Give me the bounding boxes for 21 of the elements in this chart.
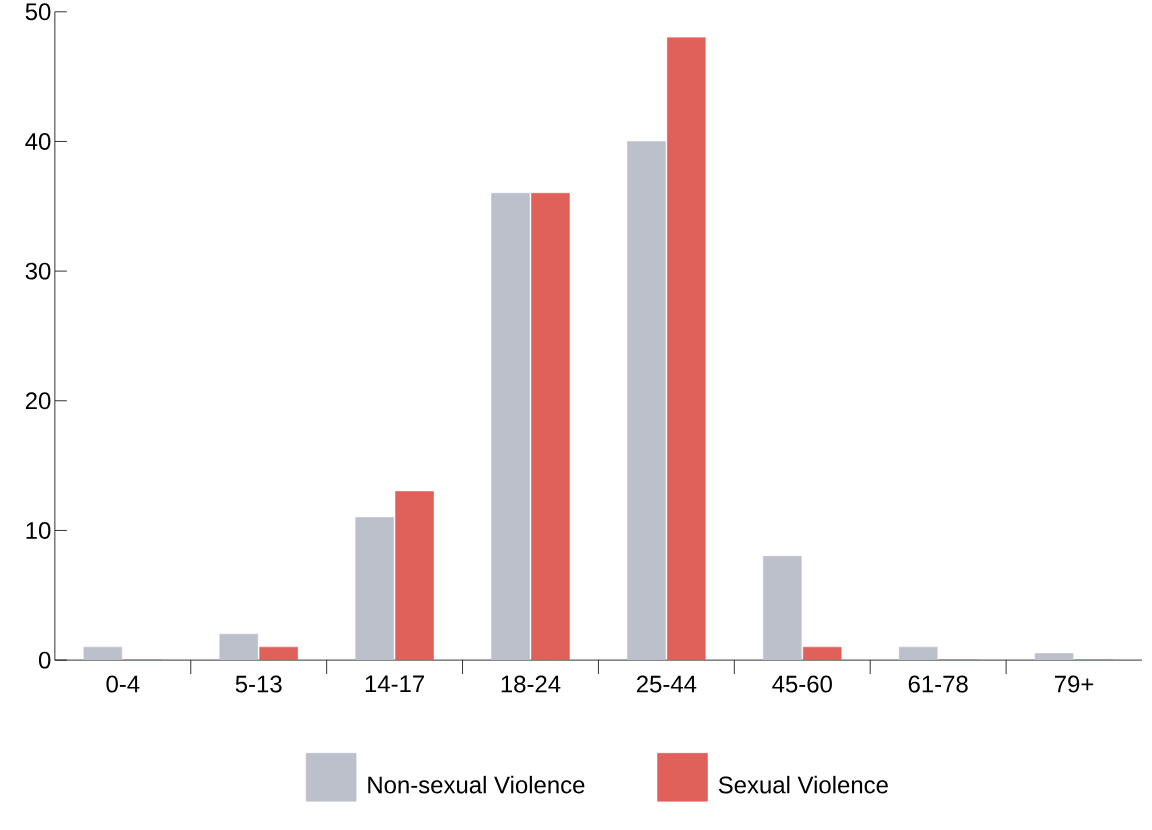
bar <box>395 491 434 661</box>
x-tick-label: 61-78 <box>908 675 968 693</box>
x-tick-label: 25-44 <box>636 675 697 693</box>
y-tick-label: 40 <box>25 133 51 151</box>
y-tick-label: 0 <box>38 651 51 669</box>
y-tick-label: 50 <box>25 3 51 21</box>
bar <box>259 647 298 661</box>
legend-label: Non-sexual Violence <box>368 776 585 794</box>
y-tick-label: 30 <box>25 262 51 280</box>
x-tick-label: 5-13 <box>235 675 282 693</box>
x-tick-label: 45-60 <box>772 675 832 693</box>
x-tick-label: 18-24 <box>501 675 561 693</box>
bar <box>667 37 706 661</box>
bar <box>531 193 570 661</box>
bar <box>802 647 842 661</box>
y-tick-label: 10 <box>26 522 51 540</box>
x-tick-label: 14-17 <box>365 675 424 693</box>
x-tick-label: 79+ <box>1054 675 1094 693</box>
x-tick-label: 0-4 <box>106 675 140 693</box>
y-tick-label: 20 <box>25 392 51 410</box>
legend-label: Sexual Violence <box>718 776 888 794</box>
